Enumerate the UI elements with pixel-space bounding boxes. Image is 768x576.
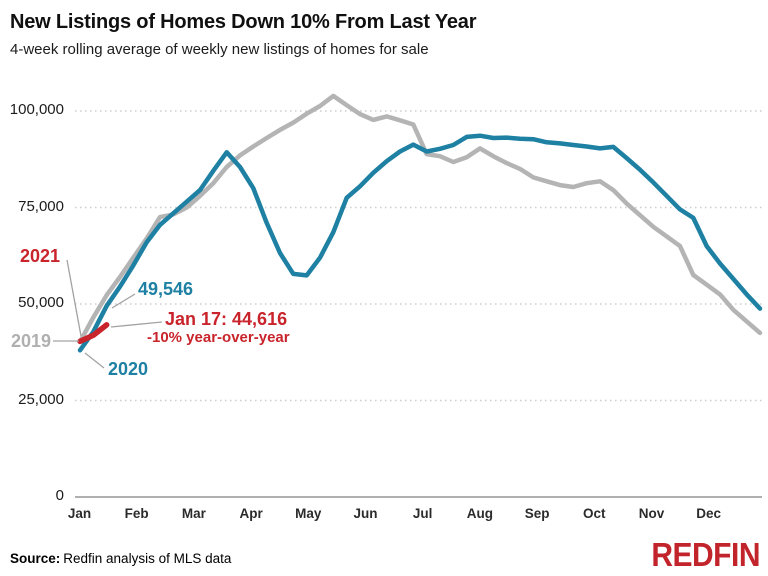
series-2020-line — [77, 133, 763, 353]
source-text: Redfin analysis of MLS data — [63, 551, 232, 566]
annotation-2019-series-label: 2019 — [11, 331, 52, 351]
annotation-2020-series-label: 2020 — [108, 359, 149, 379]
annotation-latest-value: Jan 17: 44,616 — [165, 309, 288, 329]
leader-jan17 — [110, 321, 163, 328]
x-tick-Aug: Aug — [466, 506, 494, 521]
leader-2020 — [84, 352, 105, 369]
x-tick-Oct: Oct — [583, 506, 606, 521]
chart-subtitle: 4-week rolling average of weekly new lis… — [10, 41, 429, 58]
x-tick-May: May — [295, 506, 322, 521]
annotation-2020-comparison-value: 49,546 — [138, 279, 194, 299]
annotation-yoy-change: -10% year-over-year — [147, 329, 290, 346]
y-tick-75,000: 75,000 — [18, 197, 64, 215]
x-tick-Jul: Jul — [412, 506, 433, 521]
series-2019-line — [77, 93, 763, 345]
leader-49546 — [111, 293, 136, 309]
x-tick-Mar: Mar — [181, 506, 206, 521]
x-tick-Nov: Nov — [638, 506, 665, 521]
series-2021-line — [77, 322, 110, 345]
redfin-logo: REDFIN — [651, 537, 760, 574]
y-tick-100,000: 100,000 — [9, 101, 64, 118]
x-tick-Apr: Apr — [239, 506, 263, 521]
x-tick-Jan: Jan — [67, 506, 92, 521]
y-tick-0: 0 — [55, 487, 64, 504]
source-line: Source: Redfin analysis of MLS data — [10, 551, 231, 566]
leader-2021 — [66, 259, 82, 337]
y-tick-50,000: 50,000 — [18, 294, 64, 311]
x-tick-Feb: Feb — [124, 506, 149, 521]
x-tick-Sep: Sep — [524, 506, 550, 521]
x-tick-Dec: Dec — [696, 506, 722, 521]
y-tick-25,000: 25,000 — [18, 390, 64, 408]
source-label: Source: — [10, 551, 61, 566]
x-tick-Jun: Jun — [353, 506, 378, 521]
chart-title: New Listings of Homes Down 10% From Last… — [10, 11, 477, 33]
annotation-2021-series-label: 2021 — [20, 246, 61, 266]
